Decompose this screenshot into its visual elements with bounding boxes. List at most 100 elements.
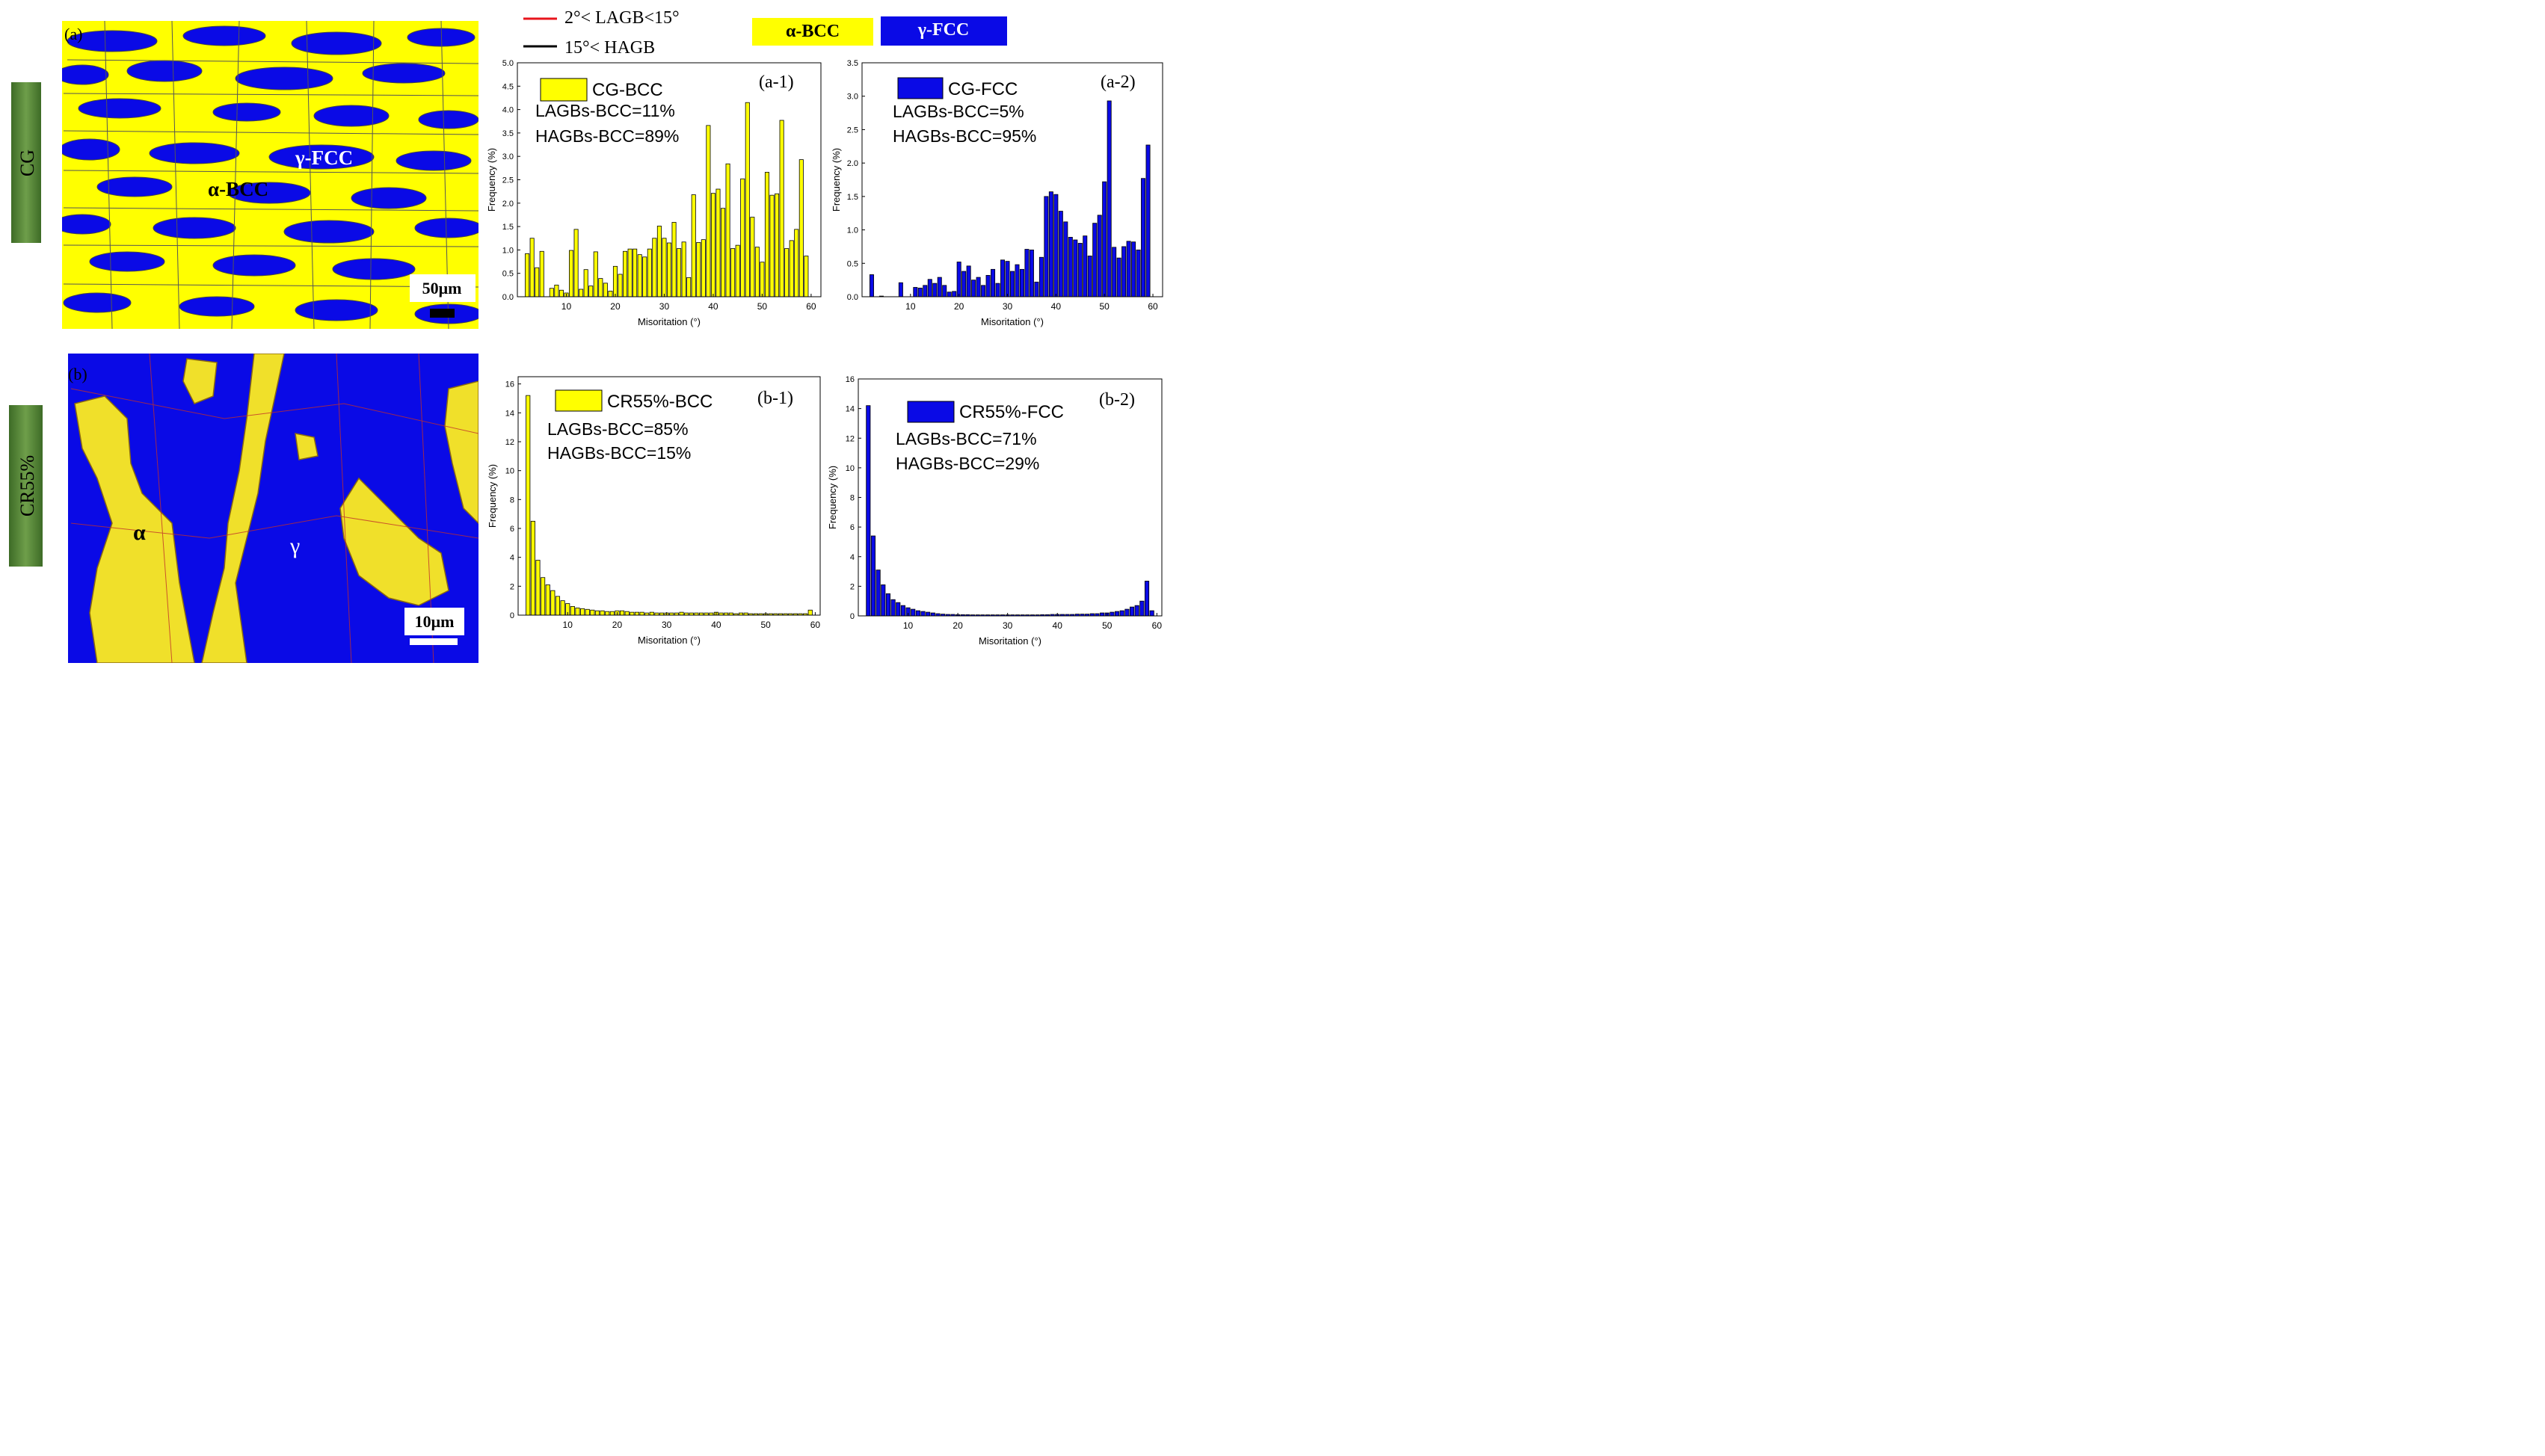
bar-a-1-33: [677, 248, 682, 297]
bar-b-1-15: [590, 609, 595, 616]
bar-b-2-12: [915, 610, 920, 617]
bar-a-1-14: [583, 269, 588, 297]
fcc-legend-swatch: [881, 16, 1007, 46]
bar-a-2-36: [1034, 281, 1039, 297]
bar-a-2-13: [923, 285, 928, 297]
bar-a-1-35: [686, 277, 692, 297]
bar-a-2-21: [961, 271, 967, 297]
bar-a-1-5: [539, 250, 544, 297]
bar-a-2-35: [1029, 249, 1034, 297]
y-tick-label-b-1-10: 10: [505, 467, 514, 476]
y-tick-label-a-1-1: 1.0: [502, 246, 514, 255]
bar-a-2-17: [942, 285, 947, 297]
bar-a-1-30: [662, 238, 667, 297]
bar-b-1-11: [570, 606, 575, 616]
bar-a-2-29: [1000, 259, 1006, 297]
map-phase-label-bcc: α-BCC: [208, 178, 268, 200]
chart-cr55-bcc: 10 20 30 40 50 60 0 2 4 6 8 10 12 14 16 Misoritation (°…: [487, 376, 821, 646]
scale-bar-box-b: [404, 608, 464, 635]
x-tick-label-a-2-60: 60: [1148, 301, 1158, 312]
bar-a-1-40: [710, 193, 716, 297]
bar-a-1-19: [608, 291, 613, 297]
bar-a-2-23: [971, 280, 976, 297]
ebsd-map-cg: (a) α-BCC γ-FCC 50μm: [62, 21, 478, 329]
x-tick-label-b-1-30: 30: [662, 620, 672, 630]
annotation-lagb-a-2: LAGBs-BCC=5%: [893, 102, 1024, 121]
bar-a-2-37: [1038, 256, 1044, 297]
bar-a-2-39: [1048, 191, 1053, 297]
bar-a-2-30: [1005, 261, 1010, 297]
bcc-legend-swatch: [752, 18, 873, 46]
bar-a-1-3: [529, 238, 535, 297]
y-tick-label-a-2-3: 3.0: [847, 93, 858, 102]
bar-b-1-9: [560, 600, 565, 616]
bar-a-1-42: [721, 208, 726, 297]
bar-b-1-27: [649, 611, 654, 616]
y-tick-label-a-1-4.5: 4.5: [502, 82, 514, 91]
map-panel-label-b: (b): [68, 365, 87, 383]
bar-a-2-42: [1063, 221, 1068, 297]
bar-a-1-4: [535, 267, 540, 297]
bar-b-2-5: [881, 584, 886, 617]
bar-b-1-24: [634, 611, 639, 616]
y-tick-label-a-1-3: 3.0: [502, 152, 514, 161]
bar-a-1-32: [671, 222, 677, 297]
bar-a-2-43: [1068, 237, 1073, 297]
bar-b-1-23: [630, 611, 635, 616]
x-tick-label-a-2-50: 50: [1100, 301, 1110, 312]
bar-a-2-53: [1116, 257, 1121, 297]
bar-b-1-13: [580, 608, 585, 616]
bar-b-1-18: [605, 611, 610, 616]
legend-label-a-2: CG-FCC: [948, 79, 1018, 99]
scale-bar-a: [430, 309, 455, 318]
bar-a-1-41: [716, 188, 721, 297]
bar-a-2-28: [995, 283, 1000, 297]
y-tick-label-a-1-2.5: 2.5: [502, 176, 514, 185]
bar-a-2-22: [966, 265, 971, 297]
scale-bar-b: [410, 638, 458, 645]
plot-frame-a-2: [861, 62, 1163, 297]
bar-a-2-49: [1097, 215, 1102, 297]
bar-a-1-21: [618, 274, 623, 297]
bar-b-1-7: [550, 590, 556, 616]
y-tick-label-b-2-8: 8: [850, 494, 855, 503]
bar-a-2-33: [1019, 268, 1024, 297]
x-tick-label-b-1-60: 60: [810, 620, 821, 630]
x-axis-label-a-2: Misoritation (°): [981, 316, 1044, 327]
x-tick-label-b-1-10: 10: [563, 620, 573, 630]
bar-b-1-59: [807, 609, 813, 616]
annotation-hagb-a-1: HAGBs-BCC=89%: [535, 126, 679, 146]
bar-a-1-25: [637, 254, 642, 297]
bar-a-2-14: [927, 279, 932, 297]
bar-a-1-49: [754, 247, 760, 297]
bar-b-2-56: [1134, 605, 1139, 617]
bar-a-2-27: [991, 268, 996, 297]
bar-a-1-29: [656, 226, 662, 297]
bar-a-2-58: [1141, 178, 1146, 297]
y-tick-label-b-2-16: 16: [846, 375, 855, 384]
x-tick-label-b-1-40: 40: [711, 620, 721, 630]
bar-b-1-3: [530, 520, 535, 616]
x-tick-label-b-1-20: 20: [612, 620, 623, 630]
bar-a-2-57: [1136, 249, 1141, 297]
bar-b-1-4: [535, 560, 541, 616]
y-tick-label-b-1-2: 2: [510, 582, 514, 591]
bar-a-2-2: [869, 274, 874, 297]
y-tick-label-b-1-16: 16: [505, 380, 514, 389]
x-tick-label-a-1-40: 40: [708, 301, 718, 312]
bar-b-2-4: [875, 570, 881, 617]
bar-a-2-48: [1092, 223, 1098, 297]
bar-a-1-9: [558, 289, 564, 297]
map-phase-label-fcc: γ-FCC: [295, 146, 353, 169]
y-tick-label-a-1-0.5: 0.5: [502, 270, 514, 279]
y-tick-label-a-2-2: 2.0: [847, 159, 858, 168]
bar-b-2-9: [900, 605, 905, 617]
annotation-lagb-a-1: LAGBs-BCC=11%: [535, 101, 675, 120]
y-tick-label-a-1-0: 0.0: [502, 293, 514, 302]
y-axis-label-a-1: Frequency (%): [486, 148, 497, 212]
y-tick-label-b-1-4: 4: [510, 554, 514, 563]
bar-b-2-2: [866, 405, 871, 617]
x-tick-label-b-2-40: 40: [1053, 620, 1063, 631]
hagb-legend-label: 15°< HAGB: [564, 38, 655, 58]
bar-a-1-57: [794, 229, 799, 297]
